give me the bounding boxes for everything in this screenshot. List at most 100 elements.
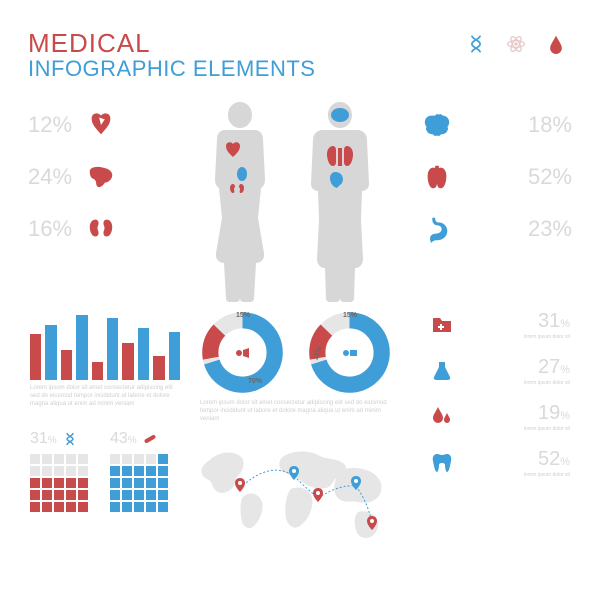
bar bbox=[138, 328, 149, 380]
drops-icon bbox=[430, 405, 454, 429]
donut-female-small: 15% bbox=[236, 312, 250, 319]
donut-female-big: 70% bbox=[248, 378, 262, 385]
grid-cell bbox=[54, 454, 64, 464]
grid-cell bbox=[66, 502, 76, 512]
grid-cell bbox=[42, 490, 52, 500]
stat-stomach: 23% bbox=[422, 214, 572, 244]
grid-cell bbox=[122, 502, 132, 512]
lungs-icon bbox=[422, 162, 452, 192]
list-item: 27%lorem ipsum dolor sit bbox=[430, 356, 570, 386]
grid-cell bbox=[42, 466, 52, 476]
main-row: 12% 24% 16% bbox=[28, 102, 572, 302]
grid-cell bbox=[66, 490, 76, 500]
stomach-icon bbox=[422, 214, 452, 244]
map-pin-icon bbox=[313, 488, 323, 502]
grid-cell bbox=[78, 478, 88, 488]
grid-cell bbox=[134, 466, 144, 476]
grid-cell bbox=[30, 490, 40, 500]
stat-kidneys: 16% bbox=[28, 214, 158, 244]
grid-cell bbox=[78, 454, 88, 464]
bar bbox=[92, 362, 103, 380]
dna-icon bbox=[466, 34, 486, 54]
stat-kidneys-pct: 16% bbox=[28, 216, 72, 242]
grid-cell bbox=[54, 502, 64, 512]
grid-cell bbox=[122, 490, 132, 500]
bar bbox=[169, 332, 180, 380]
map-pin-icon bbox=[235, 478, 245, 492]
grid-cell bbox=[146, 490, 156, 500]
list-item: 19%lorem ipsum dolor sit bbox=[430, 402, 570, 432]
bar bbox=[122, 343, 133, 380]
bar-chart bbox=[30, 310, 180, 380]
bar-chart-caption: Lorem ipsum dolor sit amet consectetur a… bbox=[30, 385, 180, 408]
body-silhouettes bbox=[158, 102, 422, 302]
stat-brain-pct: 18% bbox=[528, 112, 572, 138]
grid-cell bbox=[54, 478, 64, 488]
grid-cell bbox=[42, 454, 52, 464]
grid-cell bbox=[110, 490, 120, 500]
list-item: 52%lorem ipsum dolor sit bbox=[430, 448, 570, 478]
pill-icon bbox=[143, 432, 157, 446]
stat-liver: 24% bbox=[28, 162, 158, 192]
left-stats: 12% 24% 16% bbox=[28, 102, 158, 302]
grid-section: 31% 43% bbox=[30, 430, 168, 512]
donut-caption: Lorem ipsum dolor sit amet consectetur a… bbox=[200, 400, 390, 423]
grid-cell bbox=[146, 466, 156, 476]
title-line2: INFOGRAPHIC ELEMENTS bbox=[28, 58, 572, 80]
grid-cell bbox=[110, 454, 120, 464]
atom-icon bbox=[506, 34, 526, 54]
stat-liver-pct: 24% bbox=[28, 164, 72, 190]
tooth-icon bbox=[430, 451, 454, 475]
grid-cell bbox=[78, 502, 88, 512]
list-item: 31%lorem ipsum dolor sit bbox=[430, 310, 570, 340]
grid-cell bbox=[78, 490, 88, 500]
donut-female: 70% 15% bbox=[200, 310, 285, 395]
grid-cell bbox=[134, 490, 144, 500]
grid-cell bbox=[110, 478, 120, 488]
right-stats: 18% 52% 23% bbox=[422, 102, 572, 302]
dna-icon bbox=[63, 432, 77, 446]
grid-cell bbox=[54, 466, 64, 476]
bar bbox=[76, 315, 87, 380]
grid-cell bbox=[30, 454, 40, 464]
grid-cell bbox=[134, 478, 144, 488]
grid-cell bbox=[54, 490, 64, 500]
flask-icon bbox=[430, 359, 454, 383]
bar bbox=[45, 325, 56, 380]
grid-cell bbox=[146, 502, 156, 512]
grid-cell bbox=[122, 466, 132, 476]
female-silhouette bbox=[195, 102, 285, 302]
stat-heart: 12% bbox=[28, 110, 158, 140]
header-icons bbox=[466, 34, 566, 54]
female-icon bbox=[235, 345, 251, 361]
grid-cell bbox=[134, 454, 144, 464]
grid-cell bbox=[158, 478, 168, 488]
grid-cell bbox=[42, 502, 52, 512]
bar bbox=[107, 318, 118, 380]
grid-block: 31% bbox=[30, 430, 88, 512]
grid-cell bbox=[158, 454, 168, 464]
blood-drop-icon bbox=[546, 34, 566, 54]
grid-cell bbox=[134, 502, 144, 512]
stat-lungs: 52% bbox=[422, 162, 572, 192]
male-silhouette bbox=[295, 102, 385, 302]
grid-cell bbox=[30, 502, 40, 512]
grid-cell bbox=[42, 478, 52, 488]
donut-charts: 70% 15% 15% 15% bbox=[200, 310, 392, 395]
stat-heart-pct: 12% bbox=[28, 112, 72, 138]
grid-cell bbox=[66, 478, 76, 488]
right-stat-list: 31%lorem ipsum dolor sit 27%lorem ipsum d… bbox=[430, 310, 570, 478]
brain-icon bbox=[422, 110, 452, 140]
male-icon bbox=[342, 345, 358, 361]
grid bbox=[110, 454, 168, 512]
grid-cell bbox=[146, 478, 156, 488]
bar bbox=[153, 356, 164, 380]
donut-male-small: 15% bbox=[343, 312, 357, 319]
kidneys-icon bbox=[86, 214, 116, 244]
bar bbox=[30, 334, 41, 380]
grid-cell bbox=[158, 490, 168, 500]
grid-cell bbox=[146, 454, 156, 464]
grid-cell bbox=[110, 466, 120, 476]
stat-brain: 18% bbox=[422, 110, 572, 140]
grid-block: 43% bbox=[110, 430, 168, 512]
